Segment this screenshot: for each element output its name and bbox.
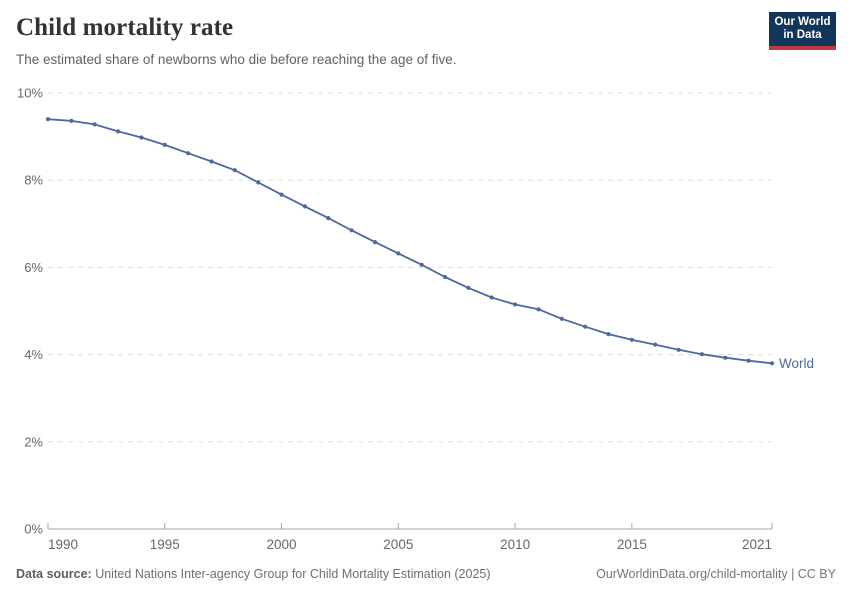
data-point: [139, 135, 144, 140]
y-tick-label: 8%: [24, 173, 43, 188]
data-point: [349, 228, 354, 233]
data-point: [676, 347, 681, 352]
data-point: [606, 332, 611, 337]
x-tick-label: 2015: [617, 537, 647, 552]
data-point: [723, 355, 728, 360]
data-point: [419, 262, 424, 267]
data-point: [232, 168, 237, 173]
data-point: [45, 117, 51, 122]
y-tick-label: 2%: [24, 434, 43, 449]
data-point: [583, 324, 588, 329]
data-point: [326, 216, 331, 221]
page-title: Child mortality rate: [16, 14, 234, 41]
data-point: [92, 122, 97, 127]
chart-subtitle: The estimated share of newborns who die …: [16, 52, 457, 67]
y-tick-label: 0%: [24, 522, 43, 537]
data-point: [629, 337, 635, 342]
world-series-label: World: [779, 356, 814, 371]
data-point: [69, 118, 74, 123]
data-point: [466, 285, 471, 290]
x-tick-label: 1990: [48, 537, 78, 552]
data-point: [513, 302, 518, 307]
data-point: [442, 274, 448, 280]
data-point: [162, 142, 167, 147]
data-point: [699, 352, 705, 357]
y-tick-label: 10%: [17, 86, 43, 101]
data-point: [536, 307, 541, 312]
data-point: [279, 192, 284, 197]
data-point: [256, 180, 261, 185]
y-tick-label: 6%: [24, 260, 43, 275]
world-line: [47, 118, 773, 365]
owid-logo-line2: in Data: [783, 29, 822, 41]
data-point: [302, 204, 307, 209]
data-source-text: United Nations Inter-agency Group for Ch…: [91, 567, 491, 581]
data-source-label: Data source:: [16, 567, 92, 581]
owid-logo[interactable]: Our World in Data: [769, 12, 836, 50]
data-point: [116, 129, 121, 134]
x-tick-label: 2010: [500, 537, 530, 552]
data-point: [372, 240, 378, 245]
line-chart: 0% 2% 4% 6% 8% 10% 1990 1995 2000 2005 2010 2015 202…: [17, 86, 814, 553]
data-source: Data source: United Nations Inter-agency…: [16, 567, 491, 581]
data-point: [746, 358, 751, 363]
data-point: [396, 251, 401, 256]
data-point: [186, 151, 191, 156]
x-tick-label: 2021: [742, 537, 772, 552]
chart-footer: Data source: United Nations Inter-agency…: [16, 567, 836, 581]
data-point: [209, 159, 214, 164]
data-point: [559, 316, 564, 321]
x-tick-label: 2000: [267, 537, 297, 552]
owid-url-link[interactable]: OurWorldinData.org/child-mortality | CC …: [596, 567, 836, 581]
data-point: [769, 361, 775, 366]
x-tick-label: 1995: [150, 537, 180, 552]
data-point: [653, 342, 658, 347]
data-point: [489, 295, 494, 300]
x-tick-label: 2005: [383, 537, 413, 552]
owid-logo-line1: Our World: [774, 16, 831, 28]
y-tick-label: 4%: [24, 347, 43, 362]
